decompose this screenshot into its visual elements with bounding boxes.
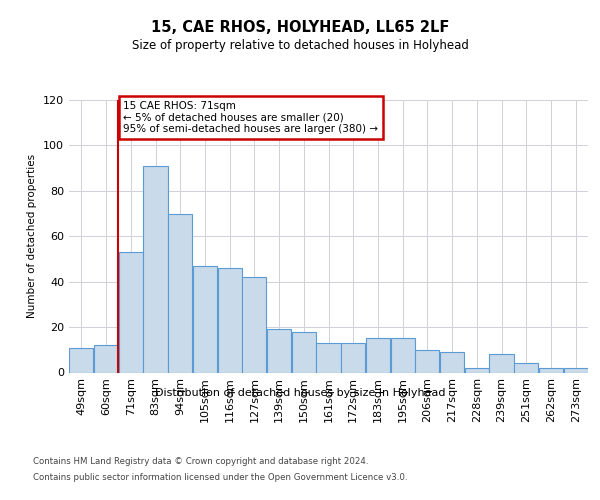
Bar: [168, 214, 193, 372]
Bar: [292, 332, 316, 372]
Bar: [69, 348, 94, 372]
Bar: [242, 277, 266, 372]
Bar: [218, 268, 242, 372]
Bar: [490, 354, 514, 372]
Bar: [440, 352, 464, 372]
Bar: [341, 343, 365, 372]
Y-axis label: Number of detached properties: Number of detached properties: [28, 154, 37, 318]
Bar: [316, 343, 341, 372]
Text: Distribution of detached houses by size in Holyhead: Distribution of detached houses by size …: [155, 388, 445, 398]
Bar: [391, 338, 415, 372]
Bar: [267, 330, 291, 372]
Bar: [119, 252, 143, 372]
Bar: [94, 345, 118, 372]
Bar: [143, 166, 167, 372]
Text: Size of property relative to detached houses in Holyhead: Size of property relative to detached ho…: [131, 39, 469, 52]
Text: Contains HM Land Registry data © Crown copyright and database right 2024.: Contains HM Land Registry data © Crown c…: [33, 458, 368, 466]
Bar: [193, 266, 217, 372]
Bar: [464, 368, 489, 372]
Bar: [415, 350, 439, 372]
Text: Contains public sector information licensed under the Open Government Licence v3: Contains public sector information licen…: [33, 472, 407, 482]
Text: 15, CAE RHOS, HOLYHEAD, LL65 2LF: 15, CAE RHOS, HOLYHEAD, LL65 2LF: [151, 20, 449, 35]
Bar: [563, 368, 588, 372]
Bar: [514, 364, 538, 372]
Bar: [366, 338, 390, 372]
Bar: [539, 368, 563, 372]
Text: 15 CAE RHOS: 71sqm
← 5% of detached houses are smaller (20)
95% of semi-detached: 15 CAE RHOS: 71sqm ← 5% of detached hous…: [124, 101, 379, 134]
